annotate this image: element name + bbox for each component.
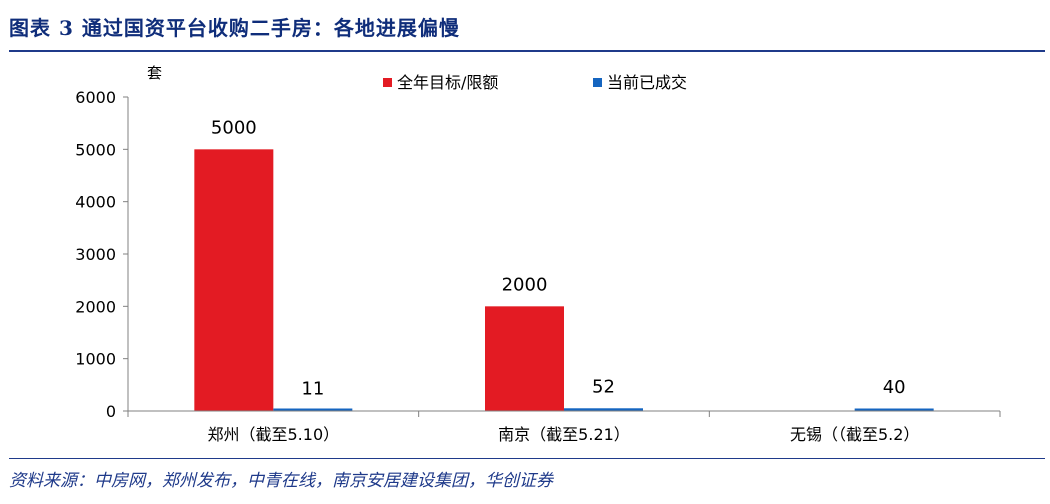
y-tick-label: 0	[106, 402, 116, 421]
legend-swatch	[383, 78, 392, 87]
y-tick-label: 2000	[75, 297, 116, 316]
y-axis-label: 套	[147, 64, 162, 82]
y-tick-label: 4000	[75, 193, 116, 212]
y-tick-label: 3000	[75, 245, 116, 264]
bar-done	[854, 408, 934, 411]
bar-chart: 全年目标/限额 当前已成交 套 0 1000 2000 3000 4000 5000 6000…	[75, 64, 1001, 444]
y-tick-label: 5000	[75, 140, 116, 159]
bars	[194, 149, 934, 411]
figure-title: 图表 3 通过国资平台收购二手房：各地进展偏慢	[9, 16, 460, 40]
data-labels: 5000 2000 11 52 40	[211, 117, 906, 399]
bar-target	[485, 306, 564, 411]
x-tick-label: 郑州（截至5.10）	[208, 425, 340, 444]
y-axis: 0 1000 2000 3000 4000 5000 6000	[75, 88, 129, 421]
data-label: 5000	[211, 117, 257, 138]
footer-rule	[9, 458, 1045, 459]
data-label: 40	[883, 377, 906, 398]
y-tick-label: 6000	[75, 88, 116, 107]
data-label: 52	[592, 376, 615, 397]
bar-done	[564, 408, 643, 411]
chart-legend: 全年目标/限额 当前已成交	[383, 73, 687, 92]
x-axis: 郑州（截至5.10） 南京（截至5.21） 无锡（（截至5.2）	[127, 410, 1001, 444]
legend-label: 当前已成交	[607, 73, 687, 92]
bar-target	[194, 149, 274, 411]
x-tick-label: 无锡（（截至5.2）	[790, 425, 919, 444]
legend-swatch	[593, 78, 602, 87]
bar-done	[273, 408, 353, 411]
x-tick-label: 南京（截至5.21）	[498, 425, 630, 444]
data-label: 2000	[502, 274, 548, 295]
data-label: 11	[301, 378, 324, 399]
source-note: 资料来源：中房网，郑州发布，中青在线，南京安居建设集团，华创证券	[9, 471, 553, 491]
y-tick-label: 1000	[75, 350, 116, 369]
legend-label: 全年目标/限额	[397, 73, 498, 92]
title-rule	[9, 50, 1045, 52]
